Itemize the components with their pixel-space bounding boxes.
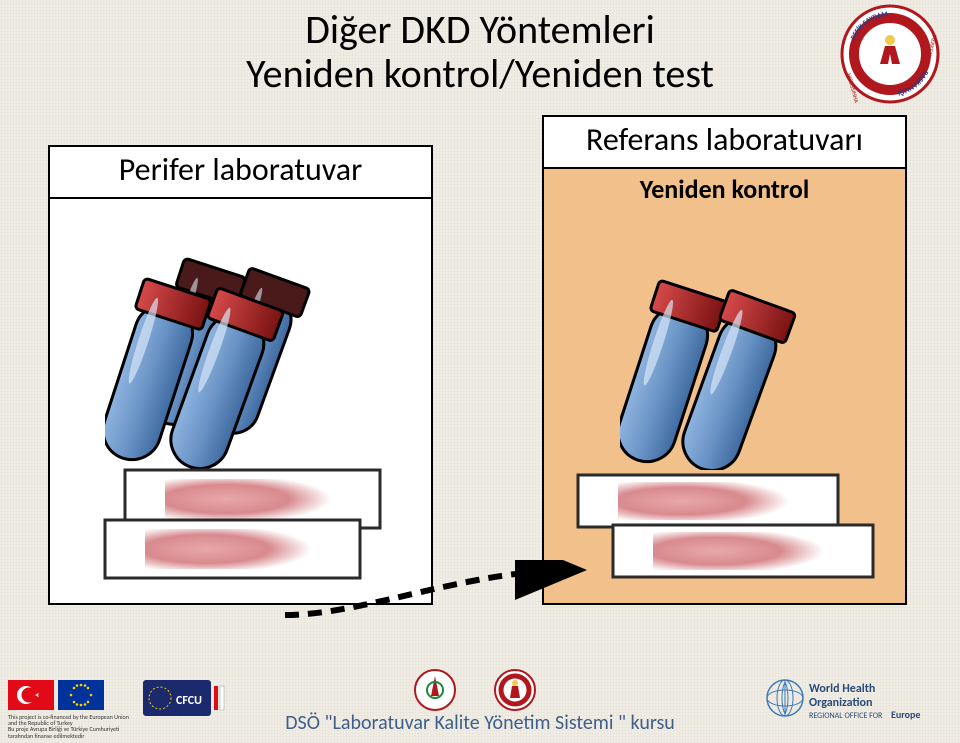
peripheral-lab-header: Perifer laboratuvar	[48, 145, 433, 199]
peripheral-tubes-icon	[105, 248, 365, 478]
transfer-arrow-icon	[275, 560, 595, 635]
footer-finance-caption: This project is co-financed by the Europ…	[8, 714, 129, 739]
reference-slides-icon	[568, 470, 888, 590]
recheck-label: Yeniden kontrol	[544, 173, 905, 205]
svg-text:World Health: World Health	[809, 682, 875, 696]
reference-lab-header: Referans laboratuvarı	[542, 115, 907, 169]
svg-text:CFCU: CFCU	[176, 694, 202, 708]
svg-text:Europe: Europe	[891, 708, 920, 721]
svg-text:REGIONAL OFFICE FOR: REGIONAL OFFICE FOR	[809, 711, 883, 721]
footer-course-text: DSÖ "Laboratuvar Kalite Yönetim Sistemi …	[285, 711, 675, 735]
refik-saydam-logo: REFİK SAYDAM BAŞKANLIĞI HIFZISSIHHA MERK…	[840, 4, 940, 104]
title-line-1: Diğer DKD Yöntemleri	[0, 8, 960, 52]
reference-tubes-icon	[620, 270, 850, 470]
svg-text:Organization: Organization	[809, 696, 872, 710]
slide-title: Diğer DKD Yöntemleri Yeniden kontrol/Yen…	[0, 0, 960, 96]
title-line-2: Yeniden kontrol/Yeniden test	[0, 52, 960, 96]
slide-footer: CFCU This project is co-financed by the …	[0, 671, 960, 741]
footer-right-logo: World Health Organization REGIONAL OFFIC…	[763, 674, 948, 727]
